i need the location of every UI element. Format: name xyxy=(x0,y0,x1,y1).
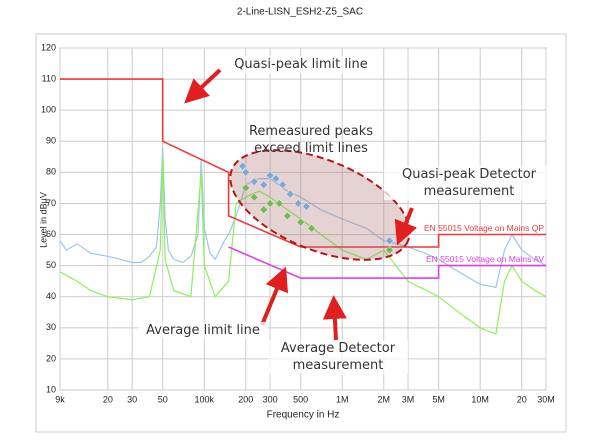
diamond-marker xyxy=(259,180,269,190)
arrows xyxy=(184,68,418,341)
diamond-marker xyxy=(293,199,303,208)
x-tick-label: 5M xyxy=(432,394,445,404)
diamond-marker xyxy=(296,217,306,227)
x-tick-label: 3M xyxy=(402,394,415,404)
diamond-marker xyxy=(265,171,275,180)
diamond-marker xyxy=(249,177,259,187)
diamond-marker xyxy=(385,236,394,246)
diamond-marker xyxy=(259,205,269,215)
y-tick-label: 120 xyxy=(41,42,56,52)
y-tick-label: 90 xyxy=(46,136,56,146)
diamond-marker xyxy=(274,199,284,208)
annotation: Quasi-peak Detector measurement xyxy=(384,166,554,200)
diamond-marker xyxy=(241,183,251,193)
diamond-marker xyxy=(271,174,281,183)
x-axis-label: Frequency in Hz xyxy=(267,410,340,421)
y-tick-label: 60 xyxy=(46,229,56,239)
trace xyxy=(60,156,546,335)
diamond-marker xyxy=(238,161,248,171)
diamond-marker xyxy=(285,189,295,199)
limit-line xyxy=(60,78,546,248)
x-tick-label: 30M xyxy=(537,394,555,404)
diamond-marker xyxy=(302,202,311,211)
x-tick-label: 1M xyxy=(336,394,349,404)
x-tick-label: 300 xyxy=(263,394,278,404)
y-tick-label: 80 xyxy=(46,167,56,177)
annotation: Quasi-peak limit line xyxy=(226,56,376,73)
diamond-marker xyxy=(249,192,259,202)
x-tick-label: 100k xyxy=(195,394,215,404)
x-tick-label: 9k xyxy=(55,394,65,404)
y-tick-label: 20 xyxy=(46,353,56,363)
annotation: Average Detector measurement xyxy=(268,340,408,374)
limit-label: EN 55015 Voltage on Mains AV xyxy=(426,254,544,264)
annotation: Average limit line xyxy=(138,322,268,339)
diamond-marker xyxy=(265,199,275,208)
y-tick-label: 110 xyxy=(42,73,56,83)
y-axis-label: Level in dBµV xyxy=(38,192,48,248)
frame xyxy=(35,33,567,433)
limit-label: EN 55015 Voltage on Mains QP xyxy=(424,223,544,233)
x-tick-label: 500 xyxy=(293,394,308,404)
diamond-marker xyxy=(278,180,288,190)
y-tick-label: 100 xyxy=(41,105,56,115)
x-tick-label: 20 xyxy=(517,394,527,404)
y-tick-label: 70 xyxy=(46,198,56,208)
y-tick-label: 30 xyxy=(46,322,56,332)
y-tick-label: 50 xyxy=(46,260,56,270)
y-tick-label: 10 xyxy=(46,384,56,394)
x-tick-label: 20 xyxy=(103,394,113,404)
diamond-marker xyxy=(282,211,292,221)
x-tick-label: 2M xyxy=(377,394,390,404)
x-tick-label: 10M xyxy=(471,394,489,404)
x-tick-label: 200 xyxy=(238,394,253,404)
annotation: Remeasured peaks exceed limit lines xyxy=(248,124,374,156)
x-tick-label: 50 xyxy=(158,394,168,404)
diamond-marker xyxy=(241,168,251,177)
chart-title: 2-Line-LISN_ESH2-Z5_SAC xyxy=(237,7,363,18)
x-tick-label: 30 xyxy=(127,394,137,404)
diamond-marker xyxy=(385,245,394,255)
y-tick-label: 40 xyxy=(46,291,56,301)
diamond-marker xyxy=(307,223,316,233)
